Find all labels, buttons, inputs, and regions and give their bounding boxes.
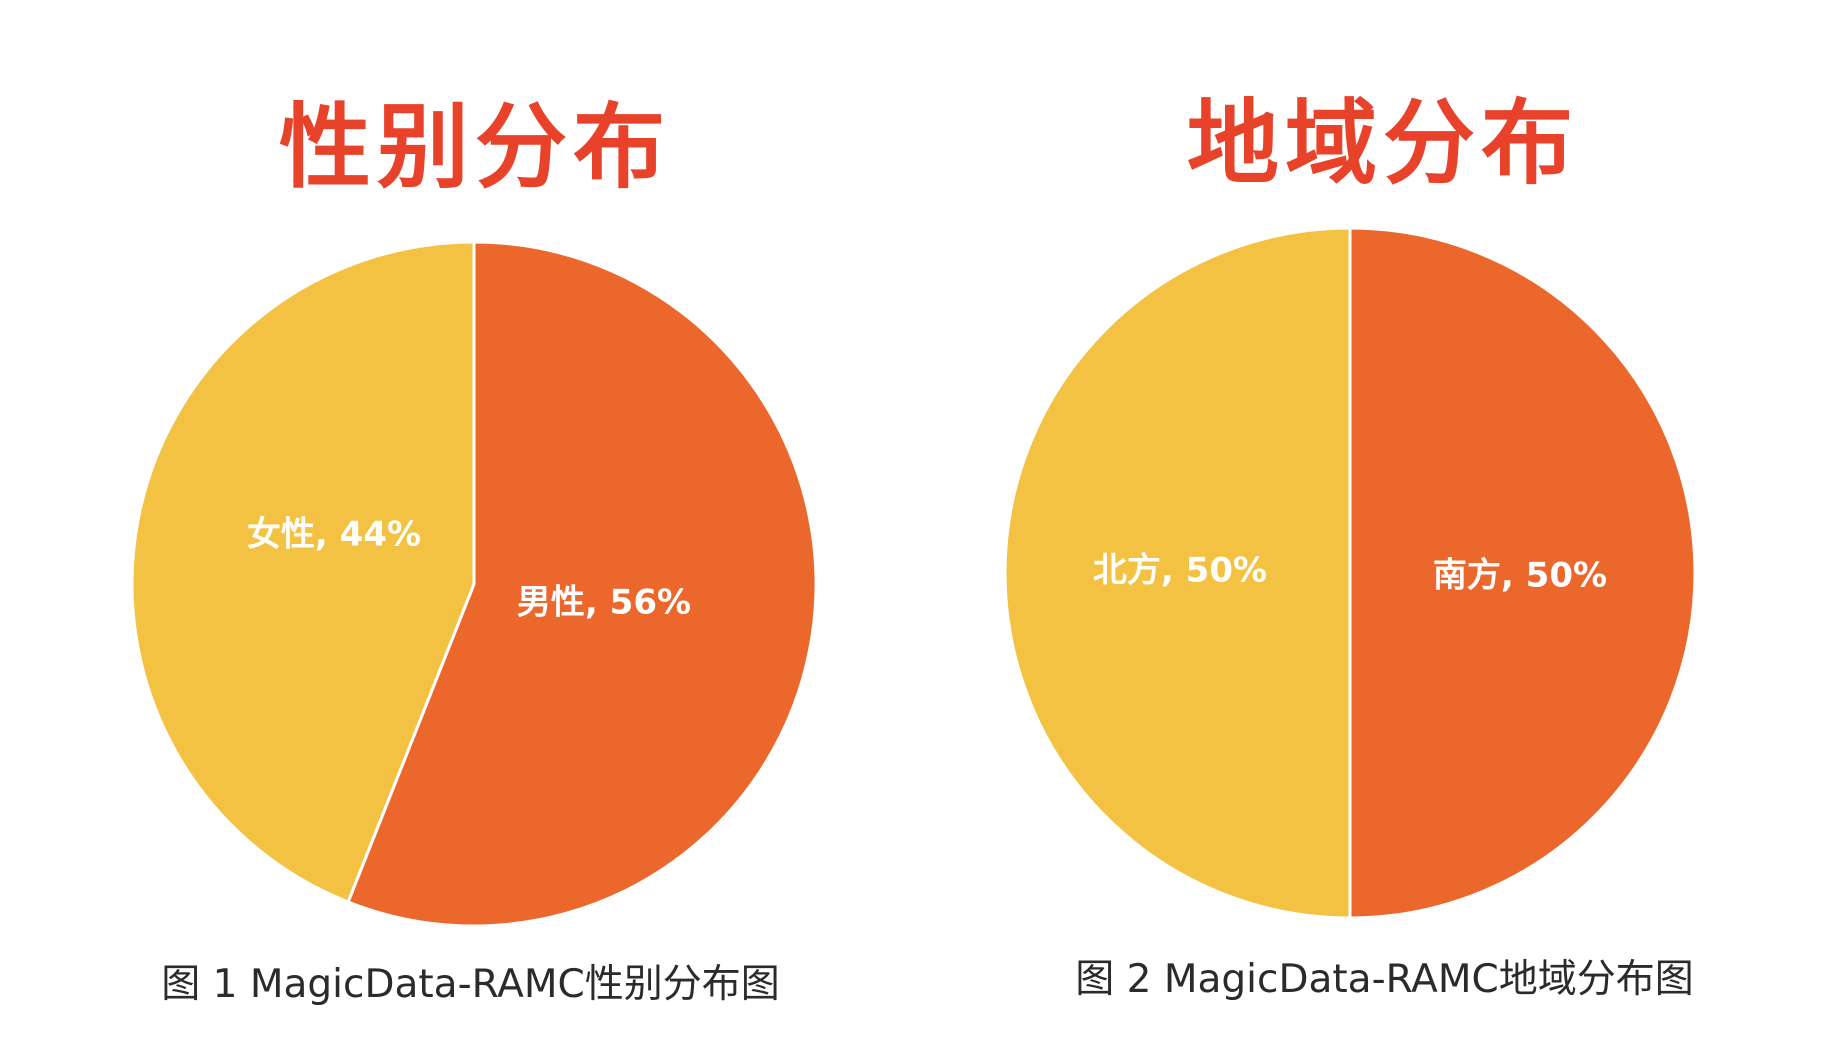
slice-data-label: 男性, 56% — [517, 583, 691, 623]
gender-pie-chart: 男性, 56% 女性, 44% — [130, 240, 818, 928]
chart-title: 性别分布 — [278, 94, 671, 201]
chart-caption: 图 2 MagicData-RAMC地域分布图 — [1075, 957, 1694, 1002]
slice-data-label: 南方, 50% — [1433, 556, 1607, 596]
region-chart-panel: 地域分布 南方, 50% 北方, 50% 图 2 MagicData-RAMC地域… — [917, 0, 1834, 1062]
chart-title: 地域分布 — [1186, 90, 1579, 197]
region-pie-chart: 南方, 50% 北方, 50% — [1003, 226, 1697, 920]
pie-slice-南方 — [1348, 226, 1697, 920]
chart-caption: 图 1 MagicData-RAMC性别分布图 — [161, 962, 780, 1007]
slice-data-label: 女性, 44% — [247, 515, 421, 555]
pie-slice-北方 — [1003, 226, 1352, 920]
slice-data-label: 北方, 50% — [1093, 551, 1267, 591]
pie-slice-男性 — [346, 240, 818, 928]
pie-slice-女性 — [130, 240, 476, 904]
gender-chart-panel: 性别分布 男性, 56% 女性, 44% 图 1 MagicData-RAMC性别… — [130, 102, 818, 1004]
